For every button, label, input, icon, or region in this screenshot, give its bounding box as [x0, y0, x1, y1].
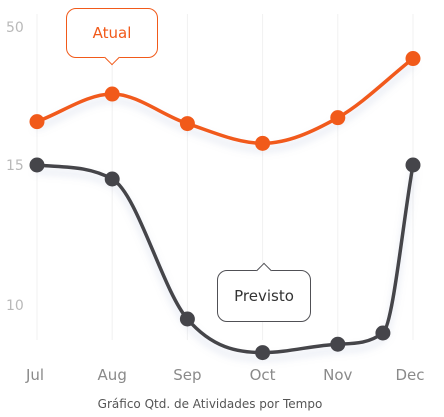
data-point-previsto	[375, 325, 391, 341]
x-tick-label: Jul	[25, 366, 44, 384]
x-tick-label: Dec	[395, 366, 424, 384]
x-axis-label: Gráfico Qtd. de Atividades por Tempo	[98, 397, 323, 411]
x-tick-label: Oct	[250, 366, 276, 384]
data-point-previsto	[255, 345, 271, 361]
data-point-atual	[29, 114, 45, 130]
callout-previsto-label: Previsto	[234, 287, 294, 305]
data-point-previsto	[104, 171, 120, 187]
y-tick-label: 15	[6, 158, 24, 174]
y-tick-label: 10	[6, 298, 24, 314]
data-point-previsto	[29, 157, 45, 173]
data-point-previsto	[330, 336, 346, 352]
x-tick-label: Sep	[173, 366, 201, 384]
x-tick-label: Aug	[98, 366, 127, 384]
data-point-previsto	[405, 157, 421, 173]
data-point-atual	[255, 135, 271, 151]
y-tick-label: 50	[6, 20, 24, 36]
data-point-atual	[104, 86, 120, 102]
callout-previsto: Previsto	[217, 270, 311, 322]
data-point-previsto	[179, 311, 195, 327]
callout-atual: Atual	[66, 8, 158, 58]
x-tick-label: Nov	[323, 366, 352, 384]
callout-atual-label: Atual	[92, 24, 132, 42]
data-point-atual	[405, 51, 421, 67]
series-line-atual	[35, 56, 415, 146]
data-point-atual	[179, 116, 195, 132]
data-point-atual	[330, 110, 346, 126]
series-line-previsto	[35, 163, 415, 355]
